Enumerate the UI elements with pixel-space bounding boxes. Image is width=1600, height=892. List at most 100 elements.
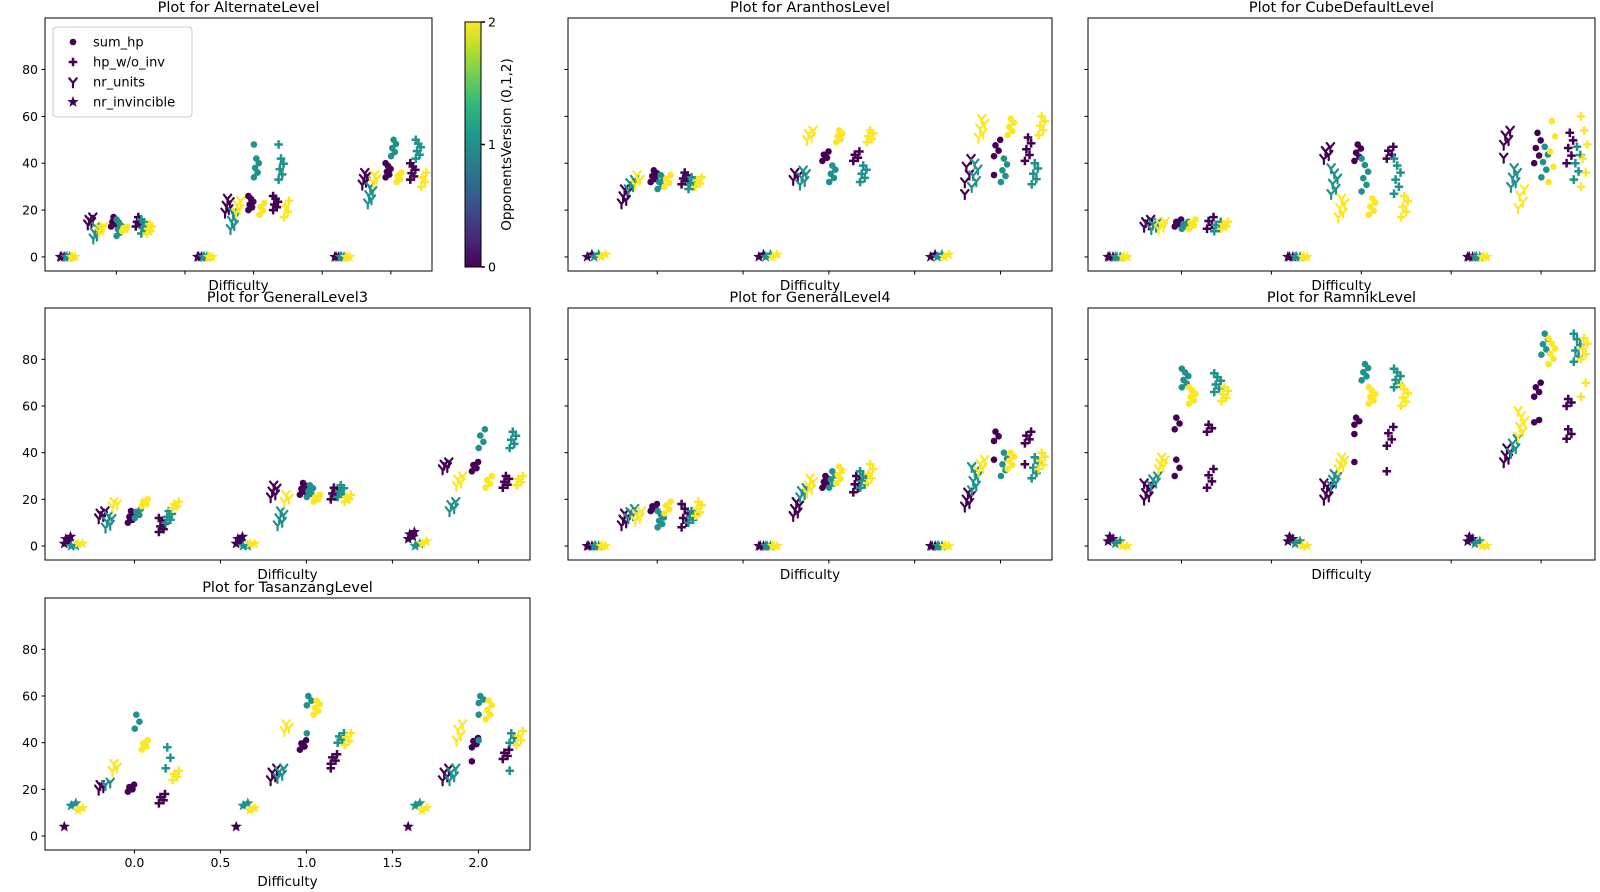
data-point-star (58, 537, 71, 549)
data-point-y (631, 170, 642, 182)
plot-title: Plot for AranthosLevel (730, 0, 890, 16)
marker-cluster (58, 530, 77, 549)
marker-cluster (1351, 414, 1363, 429)
marker-cluster (274, 140, 283, 149)
data-point-circle (310, 711, 317, 718)
data-point-plus (1567, 429, 1576, 439)
data-point-y (789, 167, 800, 180)
data-point-star (1121, 540, 1134, 551)
data-point-plus (864, 132, 873, 141)
data-point-plus (867, 473, 876, 483)
data-point-star (242, 797, 254, 809)
marker-cluster (802, 125, 818, 147)
data-point-star (72, 537, 84, 549)
data-point-plus (513, 731, 523, 741)
marker-cluster (1358, 360, 1372, 384)
marker-cluster (959, 188, 970, 201)
data-point-circle (1360, 368, 1367, 376)
data-point-plus (154, 527, 164, 537)
data-point-star (248, 537, 261, 549)
data-point-plus (518, 471, 528, 481)
marker-cluster (1530, 379, 1544, 401)
data-point-star (940, 540, 952, 551)
data-point-y (362, 198, 373, 210)
data-point-plus (174, 766, 184, 776)
marker-cluster (1538, 143, 1552, 181)
marker-cluster (416, 168, 431, 191)
data-point-plus (1576, 182, 1586, 191)
data-point-star (1104, 250, 1116, 262)
data-point-plus (512, 740, 521, 750)
marker-cluster (237, 797, 254, 811)
x-tick-label: 1.0 (296, 855, 316, 870)
data-point-plus (332, 749, 342, 759)
data-point-circle (1171, 472, 1178, 480)
data-point-plus (848, 156, 858, 166)
data-point-plus (1202, 224, 1212, 234)
data-point-plus (680, 168, 690, 177)
data-point-circle (1003, 161, 1011, 168)
data-point-plus (166, 753, 175, 763)
data-point-circle (661, 183, 668, 190)
data-point-plus (505, 443, 515, 453)
marker-cluster (759, 248, 777, 262)
marker-cluster (382, 159, 394, 181)
data-point-circle (829, 162, 836, 169)
data-point-plus (1202, 427, 1212, 437)
colorbar-tick-label: 2 (488, 15, 496, 30)
data-point-plus (1583, 339, 1592, 348)
data-point-plus (1027, 473, 1036, 483)
marker-cluster (475, 692, 487, 707)
data-point-y (446, 767, 456, 779)
data-point-circle (1185, 400, 1193, 408)
data-point-star (76, 802, 89, 813)
data-point-star (244, 537, 256, 549)
data-point-y (236, 195, 246, 208)
marker-cluster (231, 195, 246, 219)
data-point-plus (1389, 382, 1399, 392)
data-point-circle (996, 136, 1004, 144)
y-tick-label: 0 (30, 249, 38, 264)
data-point-star (1104, 530, 1116, 542)
data-point-circle (835, 127, 843, 134)
data-point-plus (1578, 154, 1587, 163)
marker-cluster (1576, 378, 1591, 402)
data-point-plus (346, 490, 356, 500)
marker-cluster (1576, 112, 1592, 191)
data-point-circle (1004, 131, 1011, 139)
data-point-circle (483, 706, 491, 714)
data-point-plus (864, 469, 873, 479)
data-point-circle (822, 472, 829, 480)
marker-cluster (512, 726, 528, 750)
data-point-plus (1040, 116, 1050, 126)
marker-cluster (468, 458, 482, 475)
data-point-circle (1550, 355, 1557, 363)
data-point-plus (275, 164, 285, 174)
data-point-circle (1002, 172, 1009, 180)
data-point-star (1470, 250, 1483, 262)
data-point-circle (475, 711, 483, 718)
data-point-star (1461, 535, 1474, 547)
marker-cluster (58, 820, 71, 832)
marker-cluster (387, 136, 400, 160)
data-point-plus (500, 748, 509, 758)
data-point-circle (477, 692, 484, 700)
data-point-plus (1020, 156, 1030, 166)
data-point-circle (662, 502, 670, 509)
data-point-plus (405, 158, 415, 168)
data-point-y (966, 485, 977, 497)
data-point-plus (1037, 448, 1046, 458)
data-point-circle (655, 178, 663, 186)
data-point-circle (1185, 384, 1193, 391)
data-point-circle (827, 476, 835, 483)
legend-label-hp_w/o_inv: hp_w/o_inv (93, 56, 165, 71)
data-point-plus (280, 201, 290, 211)
data-point-star (596, 540, 609, 551)
data-point-y (225, 224, 236, 236)
data-point-plus (1581, 168, 1591, 177)
marker-cluster (451, 719, 468, 747)
data-point-star (1481, 540, 1493, 551)
data-point-circle (1535, 152, 1543, 159)
marker-cluster (1004, 449, 1018, 473)
data-point-star (1287, 533, 1299, 544)
